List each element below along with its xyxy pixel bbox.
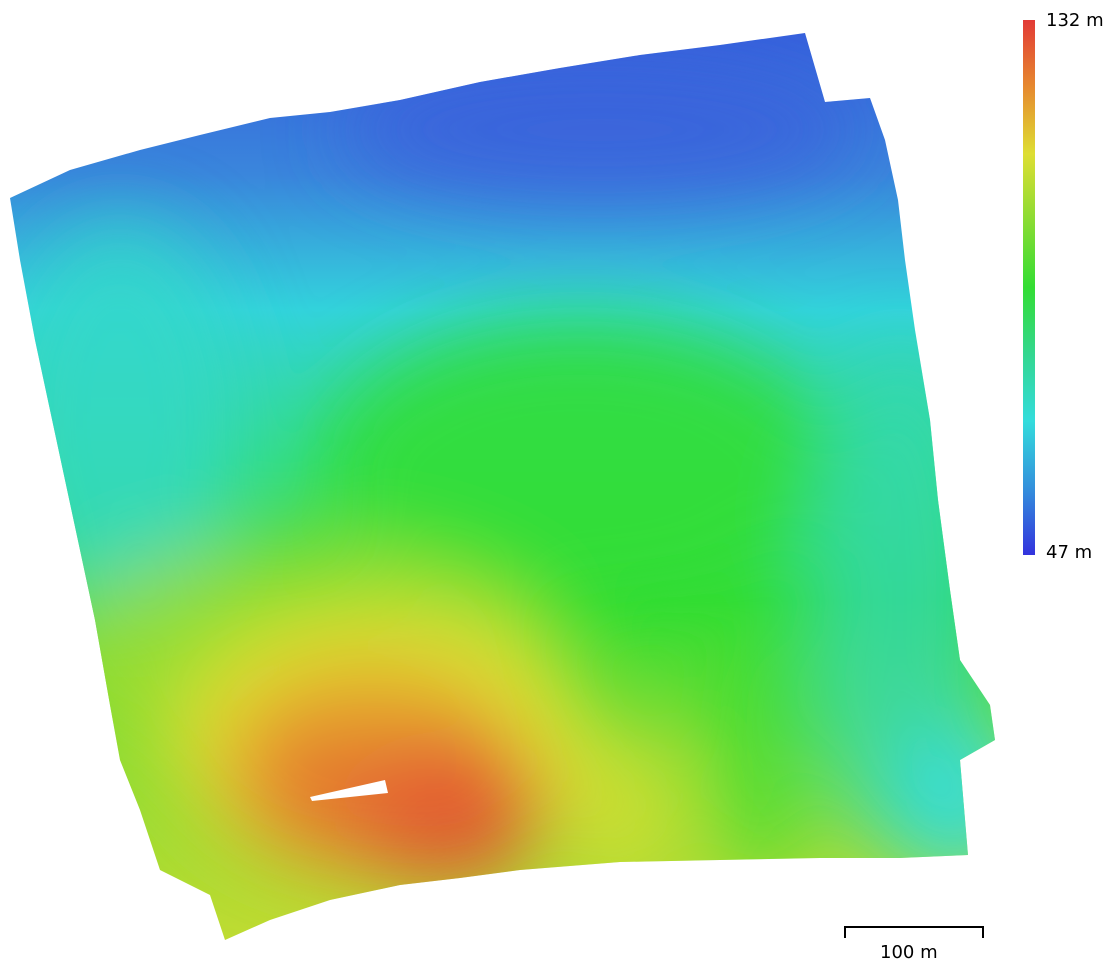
scale-bar: [844, 926, 984, 938]
elevation-colorbar: [1023, 20, 1035, 555]
colorbar-max-label: 132 m: [1046, 10, 1104, 31]
colorbar-min-label: 47 m: [1046, 542, 1093, 563]
scale-bar-label: 100 m: [880, 942, 938, 963]
